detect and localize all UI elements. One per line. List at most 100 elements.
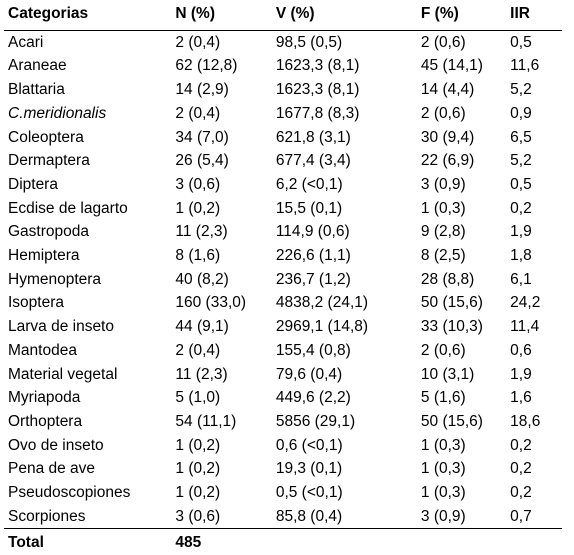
cell-f: 14 (4,4)	[417, 78, 506, 102]
cell-v: 98,5 (0,5)	[272, 30, 417, 54]
cell-v: 0,5 (<0,1)	[272, 481, 417, 505]
table-row: Mantodea2 (0,4)155,4 (0,8)2 (0,6)0,6	[4, 339, 562, 363]
col-header-n: N (%)	[171, 0, 271, 30]
cell-n: 2 (0,4)	[171, 102, 271, 126]
cell-categoria: Diptera	[4, 173, 171, 197]
cell-v: 621,8 (3,1)	[272, 126, 417, 150]
col-header-v: V (%)	[272, 0, 417, 30]
cell-categoria: C.meridionalis	[4, 102, 171, 126]
cell-n: 11 (2,3)	[171, 220, 271, 244]
cell-f: 8 (2,5)	[417, 244, 506, 268]
cell-v: 6,2 (<0,1)	[272, 173, 417, 197]
totals-row: Total485	[4, 529, 562, 555]
cell-n: 1 (0,2)	[171, 434, 271, 458]
table-row: Diptera3 (0,6)6,2 (<0,1)3 (0,9)0,5	[4, 173, 562, 197]
cell-iir: 0,5	[506, 173, 562, 197]
cell-n: 2 (0,4)	[171, 339, 271, 363]
cell-categoria: Mantodea	[4, 339, 171, 363]
cell-v: 114,9 (0,6)	[272, 220, 417, 244]
table-row: Pseudoscopiones1 (0,2)0,5 (<0,1)1 (0,3)0…	[4, 481, 562, 505]
totals-empty	[506, 529, 562, 555]
cell-n: 40 (8,2)	[171, 268, 271, 292]
table-body: Acari2 (0,4)98,5 (0,5)2 (0,6)0,5Araneae6…	[4, 30, 562, 555]
cell-f: 3 (0,9)	[417, 505, 506, 529]
cell-iir: 0,2	[506, 434, 562, 458]
cell-v: 677,4 (3,4)	[272, 149, 417, 173]
cell-iir: 24,2	[506, 291, 562, 315]
table-row: Orthoptera54 (11,1)5856 (29,1)50 (15,6)1…	[4, 410, 562, 434]
cell-iir: 1,6	[506, 386, 562, 410]
cell-f: 50 (15,6)	[417, 410, 506, 434]
cell-iir: 0,5	[506, 30, 562, 54]
col-header-categorias: Categorias	[4, 0, 171, 30]
table-row: Blattaria14 (2,9)1623,3 (8,1)14 (4,4)5,2	[4, 78, 562, 102]
cell-v: 19,3 (0,1)	[272, 457, 417, 481]
cell-f: 9 (2,8)	[417, 220, 506, 244]
cell-iir: 5,2	[506, 149, 562, 173]
cell-f: 45 (14,1)	[417, 54, 506, 78]
cell-f: 30 (9,4)	[417, 126, 506, 150]
cell-v: 236,7 (1,2)	[272, 268, 417, 292]
cell-f: 2 (0,6)	[417, 102, 506, 126]
totals-n: 485	[171, 529, 271, 555]
totals-label: Total	[4, 529, 171, 555]
cell-categoria: Hemiptera	[4, 244, 171, 268]
table-row: Gastropoda11 (2,3)114,9 (0,6)9 (2,8)1,9	[4, 220, 562, 244]
cell-v: 0,6 (<0,1)	[272, 434, 417, 458]
cell-categoria: Araneae	[4, 54, 171, 78]
cell-n: 5 (1,0)	[171, 386, 271, 410]
cell-n: 1 (0,2)	[171, 481, 271, 505]
table-row: Ecdise de lagarto1 (0,2)15,5 (0,1)1 (0,3…	[4, 197, 562, 221]
totals-empty	[272, 529, 417, 555]
cell-v: 79,6 (0,4)	[272, 363, 417, 387]
cell-iir: 1,9	[506, 220, 562, 244]
cell-n: 3 (0,6)	[171, 173, 271, 197]
cell-v: 15,5 (0,1)	[272, 197, 417, 221]
cell-categoria: Gastropoda	[4, 220, 171, 244]
cell-categoria: Material vegetal	[4, 363, 171, 387]
cell-f: 22 (6,9)	[417, 149, 506, 173]
table-row: Acari2 (0,4)98,5 (0,5)2 (0,6)0,5	[4, 30, 562, 54]
cell-f: 33 (10,3)	[417, 315, 506, 339]
cell-v: 155,4 (0,8)	[272, 339, 417, 363]
cell-iir: 0,2	[506, 197, 562, 221]
diet-table: Categorias N (%) V (%) F (%) IIR Acari2 …	[4, 0, 562, 555]
totals-empty	[417, 529, 506, 555]
cell-n: 54 (11,1)	[171, 410, 271, 434]
cell-n: 26 (5,4)	[171, 149, 271, 173]
cell-categoria: Blattaria	[4, 78, 171, 102]
cell-f: 10 (3,1)	[417, 363, 506, 387]
table-container: Categorias N (%) V (%) F (%) IIR Acari2 …	[0, 0, 574, 548]
cell-n: 11 (2,3)	[171, 363, 271, 387]
cell-iir: 0,7	[506, 505, 562, 529]
cell-categoria: Coleoptera	[4, 126, 171, 150]
table-row: Isoptera160 (33,0)4838,2 (24,1)50 (15,6)…	[4, 291, 562, 315]
table-row: Myriapoda5 (1,0)449,6 (2,2)5 (1,6)1,6	[4, 386, 562, 410]
cell-iir: 6,1	[506, 268, 562, 292]
cell-iir: 18,6	[506, 410, 562, 434]
cell-categoria: Ecdise de lagarto	[4, 197, 171, 221]
cell-f: 50 (15,6)	[417, 291, 506, 315]
table-header: Categorias N (%) V (%) F (%) IIR	[4, 0, 562, 30]
cell-f: 1 (0,3)	[417, 434, 506, 458]
cell-categoria: Hymenoptera	[4, 268, 171, 292]
cell-iir: 11,4	[506, 315, 562, 339]
cell-v: 449,6 (2,2)	[272, 386, 417, 410]
header-row: Categorias N (%) V (%) F (%) IIR	[4, 0, 562, 30]
cell-v: 2969,1 (14,8)	[272, 315, 417, 339]
table-row: Araneae62 (12,8)1623,3 (8,1)45 (14,1)11,…	[4, 54, 562, 78]
cell-categoria: Isoptera	[4, 291, 171, 315]
cell-iir: 1,8	[506, 244, 562, 268]
cell-categoria: Dermaptera	[4, 149, 171, 173]
table-row: Coleoptera34 (7,0)621,8 (3,1)30 (9,4)6,5	[4, 126, 562, 150]
table-row: C.meridionalis2 (0,4)1677,8 (8,3)2 (0,6)…	[4, 102, 562, 126]
col-header-f: F (%)	[417, 0, 506, 30]
cell-n: 44 (9,1)	[171, 315, 271, 339]
col-header-iir: IIR	[506, 0, 562, 30]
cell-n: 1 (0,2)	[171, 457, 271, 481]
cell-f: 5 (1,6)	[417, 386, 506, 410]
cell-n: 2 (0,4)	[171, 30, 271, 54]
cell-iir: 6,5	[506, 126, 562, 150]
cell-categoria: Orthoptera	[4, 410, 171, 434]
cell-f: 1 (0,3)	[417, 197, 506, 221]
